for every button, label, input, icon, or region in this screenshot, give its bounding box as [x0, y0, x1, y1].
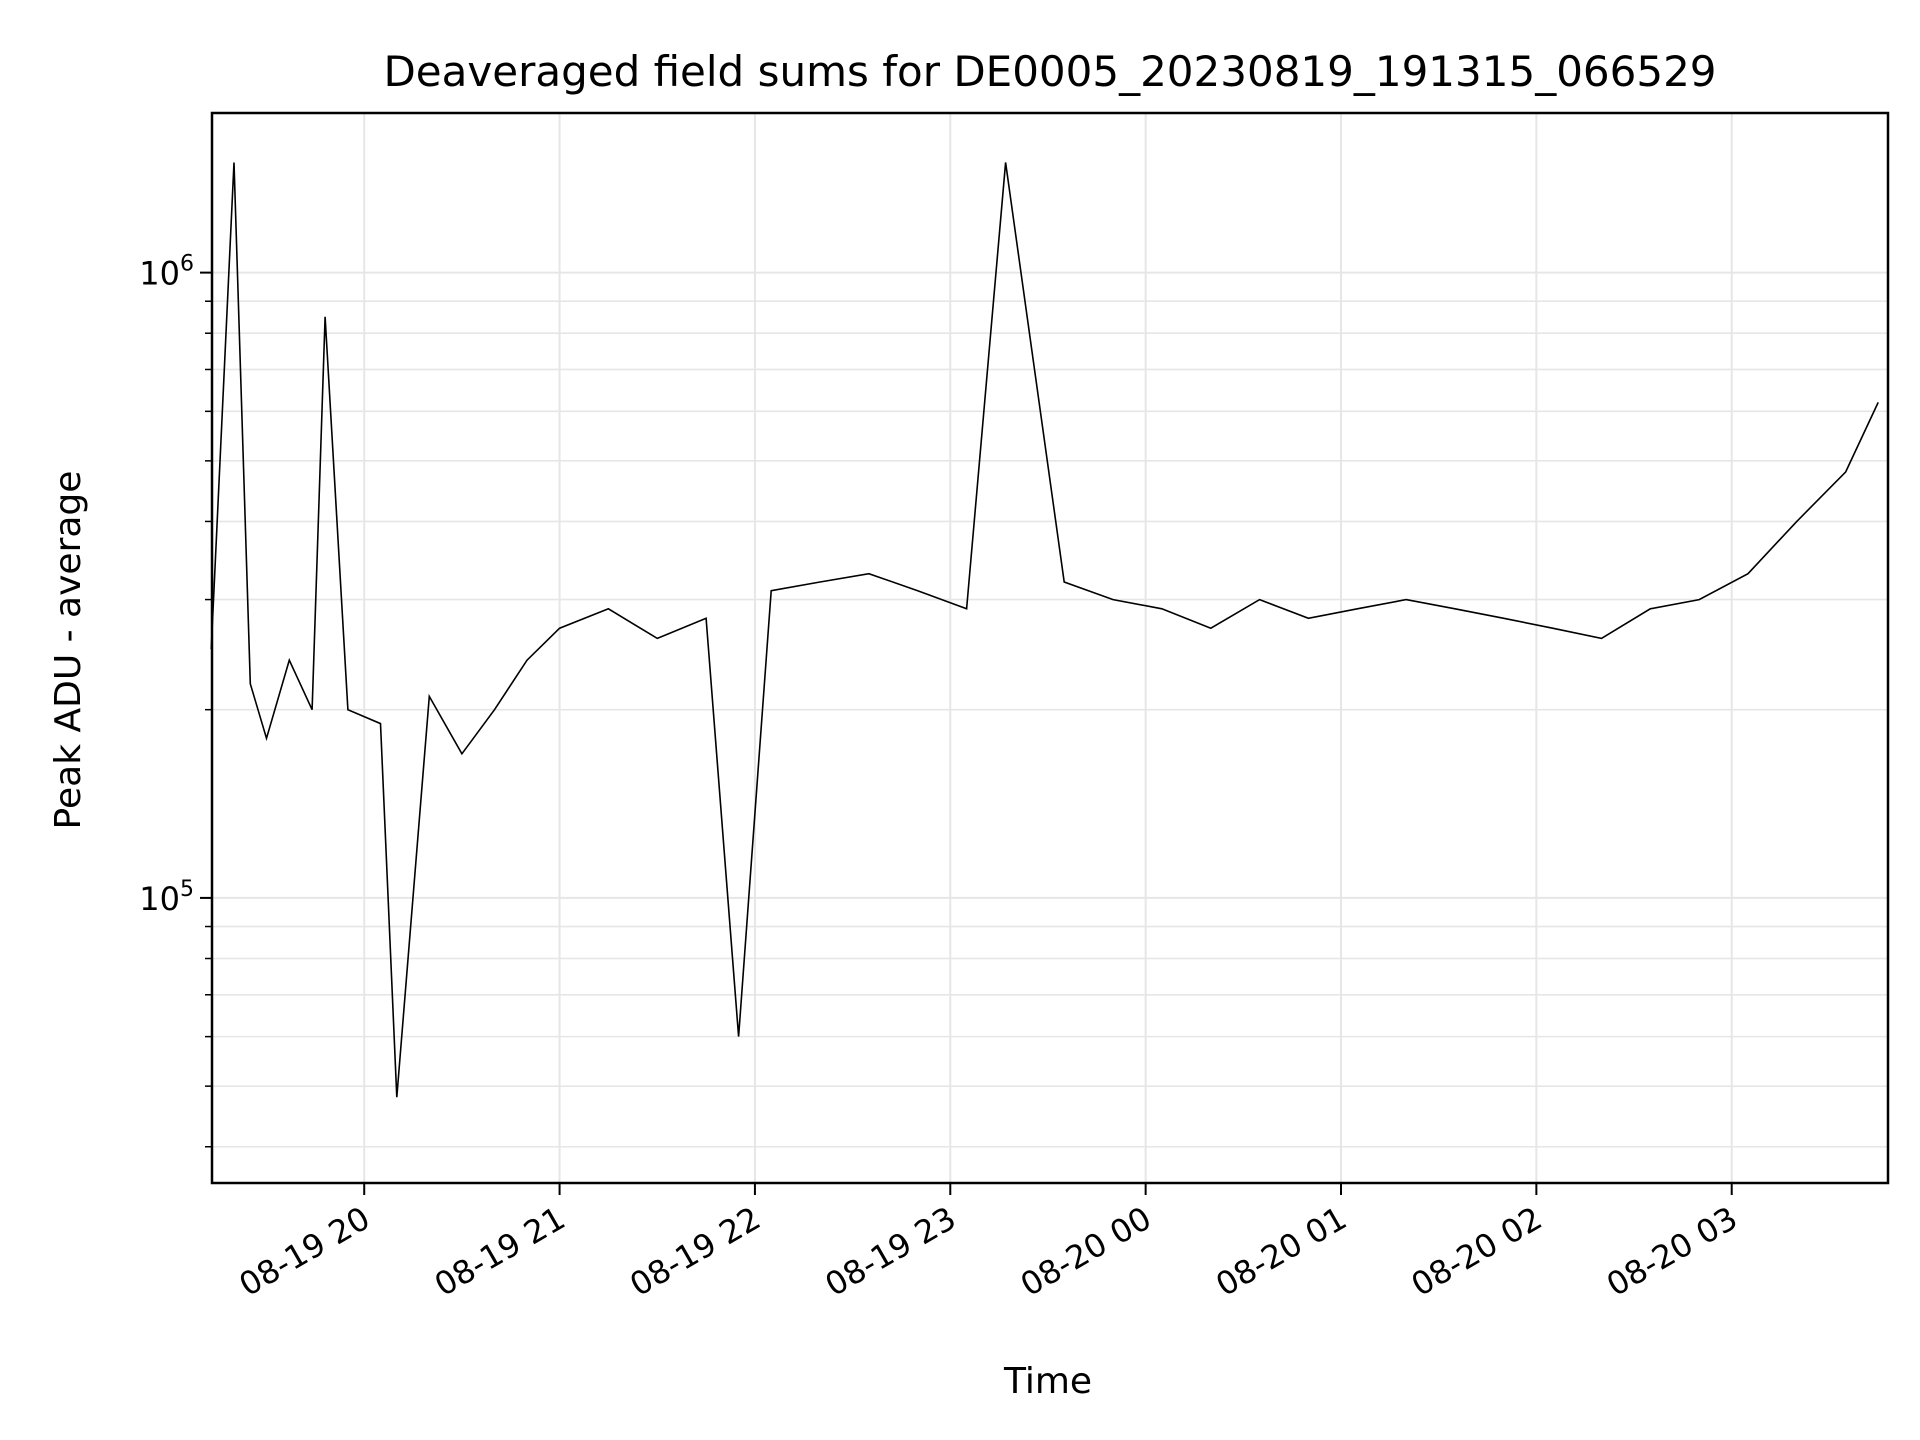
- x-axis-label: Time: [1003, 1361, 1092, 1402]
- chart-title: Deaveraged field sums for DE0005_2023081…: [383, 47, 1716, 96]
- y-tick-label: 106: [139, 252, 194, 293]
- series: [210, 162, 1879, 1098]
- grid: [212, 113, 1888, 1183]
- y-axis-label: Peak ADU - average: [48, 471, 89, 830]
- plot-frame: [210, 111, 1890, 1185]
- y-tick-label: 105: [139, 877, 194, 918]
- series-line: [210, 162, 1879, 1098]
- y-axis: 105 106: [139, 252, 212, 1148]
